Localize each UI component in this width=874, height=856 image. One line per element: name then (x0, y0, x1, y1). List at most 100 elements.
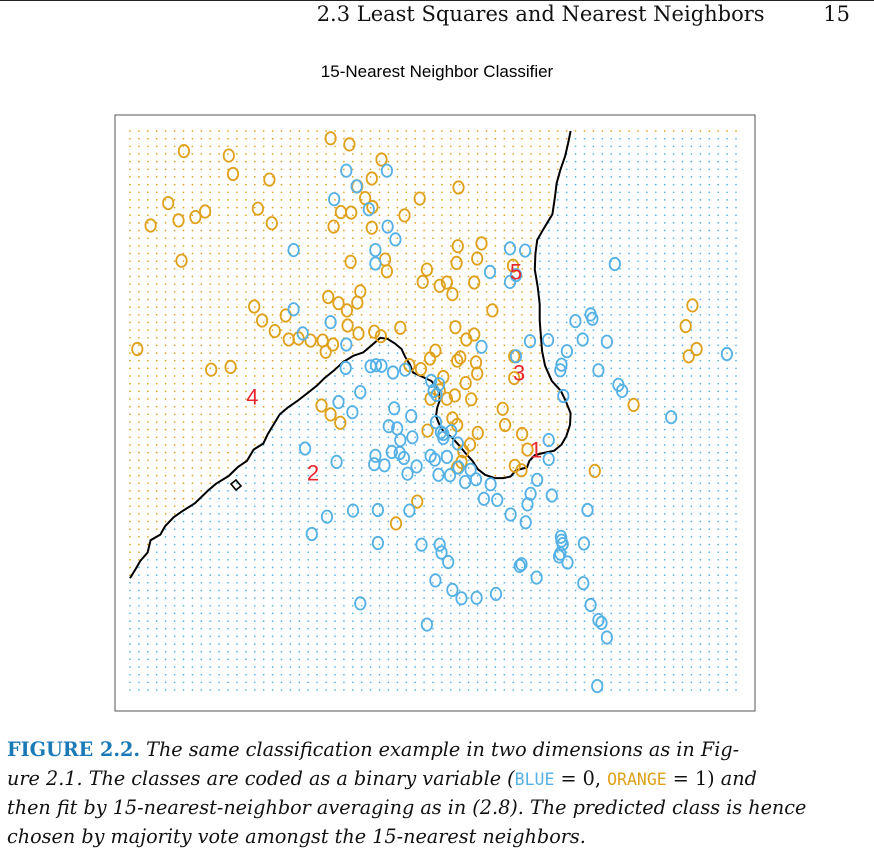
grid-dot (467, 290, 470, 293)
grid-dot (735, 352, 737, 354)
grid-dot (236, 359, 238, 362)
grid-dot (182, 513, 185, 515)
grid-dot (654, 283, 657, 286)
grid-dot (218, 313, 220, 316)
grid-dot (485, 336, 488, 339)
grid-dot (396, 650, 399, 653)
grid-dot (583, 306, 586, 308)
grid-dot (164, 543, 167, 546)
grid-dot (485, 283, 488, 286)
grid-dot (592, 405, 595, 408)
grid-dot (351, 245, 354, 247)
grid-dot (503, 474, 506, 477)
grid-dot (289, 183, 292, 186)
grid-dot (325, 635, 327, 638)
grid-dot (717, 398, 720, 400)
grid-dot (690, 513, 693, 515)
grid-dot (129, 482, 131, 485)
grid-dot (583, 459, 586, 462)
grid-dot (432, 283, 434, 286)
grid-dot (699, 390, 702, 393)
grid-dot (708, 597, 711, 599)
grid-dot (405, 612, 408, 615)
grid-dot (200, 482, 203, 485)
grid-dot (343, 467, 345, 469)
grid-dot (556, 620, 559, 622)
grid-dot (405, 650, 408, 653)
grid-dot (316, 451, 318, 454)
grid-dot (325, 436, 327, 439)
grid-dot (182, 650, 185, 653)
grid-dot (155, 505, 158, 508)
grid-dot (423, 176, 425, 178)
grid-dot (164, 176, 167, 178)
grid-dot (672, 145, 675, 148)
grid-dot (396, 505, 399, 508)
grid-dot (672, 658, 675, 661)
grid-dot (717, 390, 720, 393)
grid-dot (182, 505, 185, 508)
grid-dot (717, 612, 720, 615)
grid-dot (601, 612, 604, 615)
grid-dot (307, 382, 310, 385)
grid-dot (708, 558, 711, 561)
grid-dot (173, 689, 176, 691)
grid-dot (548, 321, 550, 324)
grid-dot (539, 145, 541, 148)
grid-dot (619, 352, 621, 354)
grid-dot (155, 313, 158, 316)
grid-dot (556, 344, 559, 347)
grid-dot (245, 421, 247, 423)
grid-dot (646, 329, 648, 331)
grid-dot (146, 513, 149, 515)
grid-dot (378, 176, 381, 178)
grid-dot (146, 183, 149, 186)
grid-dot (556, 612, 559, 615)
grid-dot (396, 352, 399, 354)
grid-dot (289, 222, 292, 224)
grid-dot (726, 597, 728, 599)
grid-dot (307, 467, 310, 469)
grid-dot (556, 336, 559, 339)
grid-dot (173, 375, 176, 377)
grid-dot (245, 520, 247, 523)
grid-dot (485, 513, 488, 515)
grid-dot (610, 298, 613, 301)
grid-dot (236, 627, 238, 630)
grid-dot (325, 666, 327, 668)
grid-dot (298, 467, 301, 469)
grid-dot (610, 237, 613, 240)
grid-dot (378, 436, 381, 439)
grid-dot (405, 344, 408, 347)
grid-dot (530, 436, 532, 439)
grid-dot (619, 650, 621, 653)
grid-dot (432, 260, 434, 263)
grid-dot (449, 252, 452, 255)
grid-dot (583, 620, 586, 622)
grid-dot (271, 467, 274, 469)
grid-dot (396, 467, 399, 469)
grid-dot (565, 252, 568, 255)
grid-dot (663, 183, 666, 186)
grid-dot (164, 528, 167, 531)
grid-dot (129, 352, 131, 354)
grid-dot (369, 650, 372, 653)
grid-dot (218, 367, 220, 370)
grid-dot (138, 497, 140, 500)
grid-dot (351, 643, 354, 645)
grid-dot (646, 490, 648, 492)
grid-dot (414, 604, 417, 607)
grid-dot (378, 168, 381, 171)
grid-dot (271, 581, 274, 584)
grid-dot (369, 597, 372, 599)
grid-dot (574, 367, 577, 370)
grid-dot (467, 176, 470, 178)
grid-dot (735, 513, 737, 515)
grid-dot (227, 528, 229, 531)
grid-dot (245, 597, 247, 599)
grid-dot (574, 298, 577, 301)
grid-dot (396, 604, 399, 607)
grid-dot (138, 229, 140, 232)
grid-dot (654, 681, 657, 684)
grid-dot (654, 474, 657, 477)
